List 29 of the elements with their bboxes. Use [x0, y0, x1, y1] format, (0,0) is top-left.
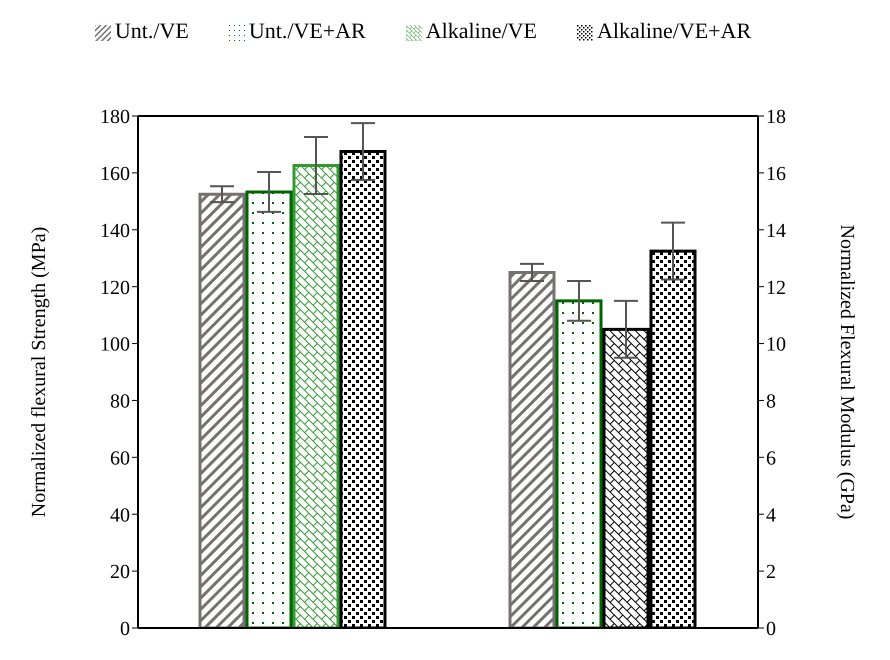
bar	[292, 164, 340, 628]
bar	[198, 192, 246, 628]
y-tick-label: 120	[100, 276, 130, 299]
y-tick-label: 60	[110, 447, 130, 470]
y2-tick-label: 18	[766, 106, 786, 128]
y-tick-label: 0	[120, 618, 130, 640]
y2-tick-label: 0	[766, 618, 776, 640]
legend-label: Alkaline/VE	[426, 18, 537, 43]
y-tick-label: 40	[110, 504, 130, 526]
y2-tick-label: 10	[766, 334, 786, 356]
legend-label: Unt./VE+AR	[248, 18, 366, 43]
legend-label: Unt./VE	[114, 18, 189, 43]
legend-label: Alkaline/VE+AR	[596, 18, 752, 43]
y2-tick-label: 4	[766, 504, 776, 526]
y-tick-label: 80	[110, 390, 130, 413]
y2-tick-label: 2	[766, 561, 776, 584]
y2-axis-title: Normalized Flexural Modulus (GPa)	[836, 224, 858, 520]
y-tick-label: 180	[100, 106, 130, 128]
y-tick-label: 100	[100, 334, 130, 356]
y-tick-label: 20	[110, 561, 130, 584]
bar	[246, 190, 292, 628]
y2-tick-label: 12	[766, 276, 786, 299]
y-axis-title: Normalized flexural Strength (MPa)	[28, 226, 50, 518]
y2-tick-label: 16	[766, 162, 786, 185]
y-tick-label: 160	[100, 162, 130, 185]
y2-tick-label: 6	[766, 447, 776, 470]
y2-tick-label: 8	[766, 390, 776, 413]
y2-tick-label: 14	[766, 220, 786, 242]
y-tick-label: 140	[100, 220, 130, 242]
